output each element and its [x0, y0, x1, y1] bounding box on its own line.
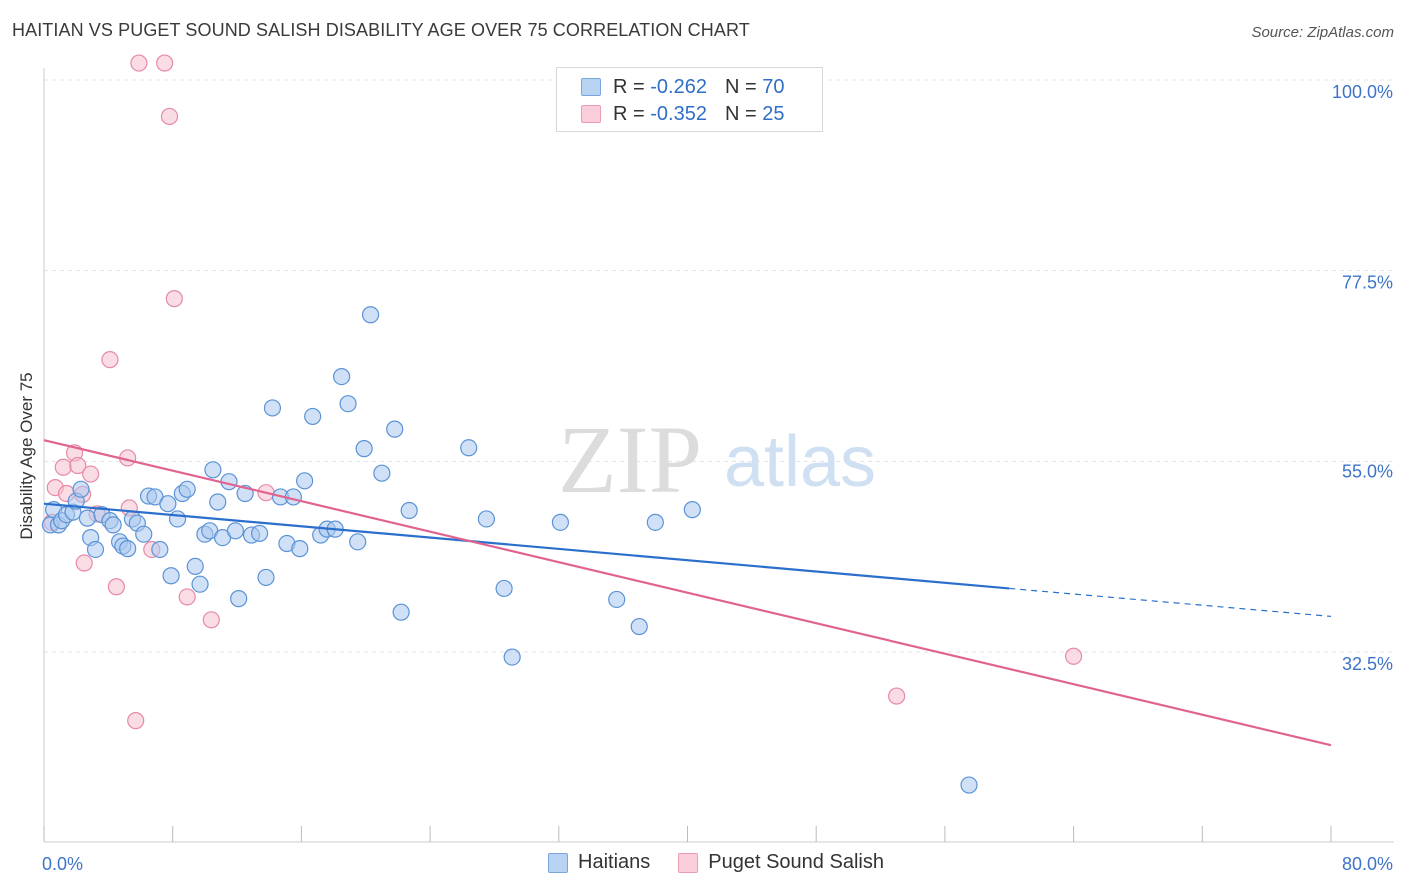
- haitians-point: [646, 513, 664, 531]
- haitians-trendline-extension: [1009, 587, 1332, 618]
- puget-sound-salish-point: [75, 554, 93, 572]
- puget-sound-salish-point: [156, 54, 174, 72]
- haitians-point: [503, 648, 521, 666]
- puget-sound-salish-legend-swatch: [678, 852, 699, 873]
- puget-sound-salish-point: [127, 712, 145, 730]
- haitians-point: [191, 575, 209, 593]
- haitians-point: [119, 540, 137, 558]
- haitians-point: [392, 603, 410, 621]
- y-axis-label: Disability Age Over 75: [17, 372, 36, 539]
- watermark-zip: ZIP: [558, 406, 702, 513]
- legend-item-label: Haitians: [578, 851, 651, 873]
- haitians-point: [361, 306, 380, 324]
- series-legend: Haitians Puget Sound Salish: [548, 851, 912, 874]
- haitians-swatch: [581, 78, 601, 96]
- haitians-point: [78, 509, 97, 527]
- haitians-point: [178, 480, 196, 498]
- y-tick-label: 100.0%: [1332, 82, 1393, 102]
- y-tick-label: 77.5%: [1342, 273, 1393, 293]
- legend-row-puget-sound-salish: R = -0.352 N = 25: [581, 102, 784, 126]
- haitians-legend-swatch: [548, 852, 568, 873]
- haitians-point: [168, 510, 187, 528]
- haitians-point: [209, 493, 227, 511]
- correlation-legend: R = -0.262 N = 70 R = -0.352 N = 25: [556, 67, 823, 132]
- legend-n-label: N =: [724, 75, 757, 98]
- haitians-point: [72, 480, 90, 498]
- puget-sound-salish-points: [43, 54, 1083, 730]
- haitians-point: [104, 516, 122, 534]
- legend-item-label: Puget Sound Salish: [708, 851, 884, 873]
- puget-sound-salish-point: [202, 611, 220, 629]
- haitians-point: [630, 617, 648, 636]
- legend-item-puget-sound-salish[interactable]: Puget Sound Salish: [678, 851, 884, 874]
- source-label: Source: ZipAtlas.com: [1251, 24, 1394, 41]
- haitians-point: [355, 440, 373, 458]
- haitians-point: [386, 420, 404, 438]
- haitians-point: [683, 501, 701, 519]
- puget-sound-salish-point: [160, 107, 179, 126]
- legend-r-label: R =: [613, 102, 645, 125]
- y-tick-label: 55.0%: [1342, 461, 1393, 481]
- puget-sound-salish-point: [54, 458, 72, 476]
- haitians-point: [304, 407, 322, 426]
- haitians-point: [495, 579, 513, 598]
- x-tick-label: 80.0%: [1342, 854, 1393, 874]
- haitians-point: [204, 461, 222, 479]
- puget-sound-salish-trendline: [43, 439, 1332, 747]
- puget-sound-salish-point: [101, 351, 119, 369]
- puget-sound-salish-point: [165, 290, 183, 308]
- haitians-point: [186, 557, 204, 576]
- puget-sound-salish-point: [1064, 647, 1083, 665]
- haitians-point: [460, 439, 478, 457]
- haitians-point: [291, 540, 309, 558]
- watermark: ZIP atlas: [558, 406, 876, 513]
- haitians-point: [86, 540, 105, 559]
- watermark-atlas: atlas: [724, 422, 876, 502]
- haitians-point: [162, 567, 180, 585]
- x-tick-label: 0.0%: [42, 854, 83, 874]
- chart-title: HAITIAN VS PUGET SOUND SALISH DISABILITY…: [12, 20, 750, 40]
- y-tick-label: 32.5%: [1342, 654, 1393, 674]
- legend-n-label: N =: [724, 102, 757, 125]
- haitians-point: [373, 464, 391, 482]
- haitians-point: [230, 590, 248, 608]
- haitians-point: [339, 395, 357, 413]
- gridlines: [44, 79, 1394, 653]
- tick-labels: 32.5% 55.0% 77.5% 100.0% 0.0% 80.0%: [42, 82, 1393, 874]
- haitians-point: [159, 495, 177, 513]
- axes: [43, 68, 1394, 843]
- haitians-point: [551, 513, 570, 531]
- puget-sound-salish-point: [107, 578, 125, 596]
- legend-item-haitians[interactable]: Haitians: [548, 851, 650, 874]
- haitians-point: [960, 776, 978, 794]
- haitians-point: [400, 501, 418, 520]
- haitians-point: [226, 522, 245, 540]
- legend-r-label: R =: [613, 75, 645, 98]
- puget-sound-salish-point: [69, 456, 87, 475]
- haitians-point: [151, 540, 169, 559]
- haitians-point: [135, 525, 153, 543]
- haitians-point: [263, 399, 282, 417]
- haitians-point: [250, 524, 269, 542]
- puget-sound-salish-point: [82, 465, 100, 483]
- legend-r-value: -0.262: [650, 75, 707, 98]
- legend-r-value: -0.352: [650, 102, 707, 125]
- haitians-point: [608, 590, 626, 609]
- haitians-points: [41, 306, 978, 794]
- puget-sound-salish-point: [130, 54, 148, 72]
- puget-sound-salish-swatch: [581, 105, 601, 123]
- haitians-point: [333, 367, 351, 386]
- haitians-point: [477, 510, 496, 528]
- legend-n-value: 70: [762, 75, 785, 98]
- puget-sound-salish-point: [888, 687, 906, 705]
- puget-sound-salish-point: [178, 588, 196, 606]
- trendlines: [43, 439, 1332, 747]
- haitians-point: [296, 472, 314, 490]
- haitians-point: [349, 533, 367, 551]
- legend-row-haitians: R = -0.262 N = 70: [581, 75, 784, 99]
- legend-n-value: 25: [762, 102, 785, 125]
- haitians-point: [257, 568, 275, 587]
- haitians-trendline: [43, 502, 1010, 590]
